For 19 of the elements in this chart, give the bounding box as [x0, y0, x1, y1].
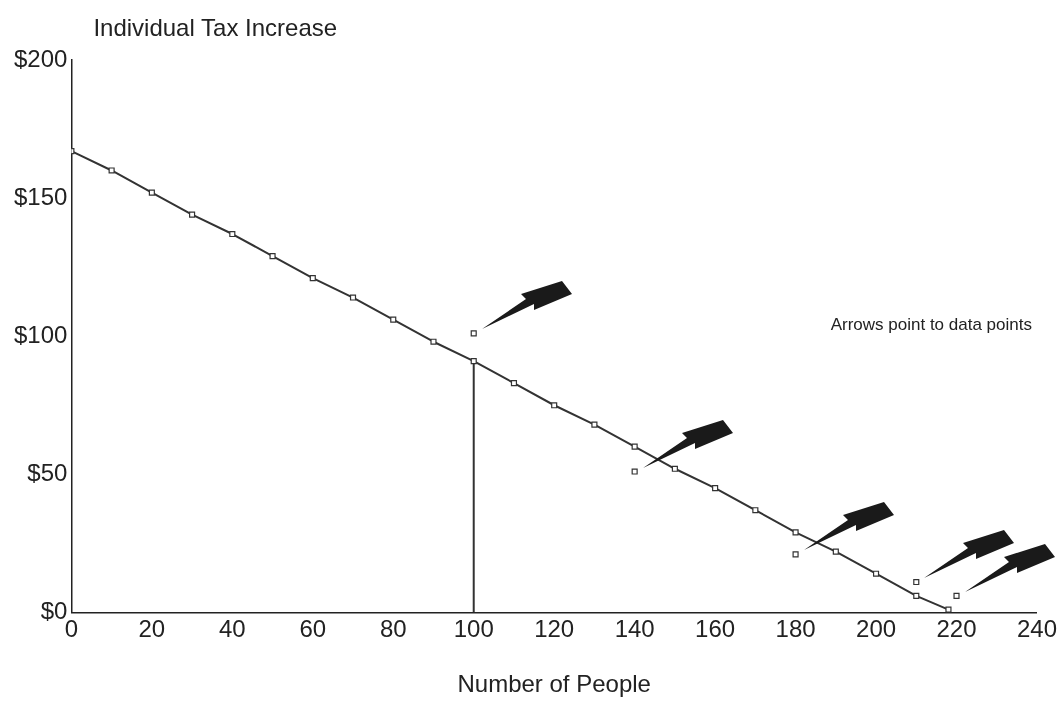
x-tick-label: 160 [695, 615, 736, 643]
x-tick-label: 240 [1016, 615, 1057, 643]
x-tick-label: 60 [299, 615, 327, 643]
y-tick-label: $50 [27, 458, 68, 486]
x-axis-title: Number of People [457, 670, 651, 698]
chart-title: Individual Tax Increase [93, 14, 338, 41]
x-tick-label: 180 [775, 615, 816, 643]
y-tick-label: $200 [14, 44, 68, 72]
x-tick-label: 20 [138, 615, 166, 643]
x-tick-label: 140 [614, 615, 655, 643]
x-tick-label: 200 [856, 615, 897, 643]
x-tick-label: 220 [936, 615, 977, 643]
y-tick-label: $150 [14, 182, 68, 210]
x-tick-label: 80 [379, 615, 407, 643]
x-tick-label: 40 [218, 615, 246, 643]
x-tick-label: 100 [453, 615, 494, 643]
y-tick-label: $100 [14, 320, 68, 348]
annotation: Arrows point to data points [830, 315, 1032, 334]
x-tick-label: 120 [534, 615, 575, 643]
